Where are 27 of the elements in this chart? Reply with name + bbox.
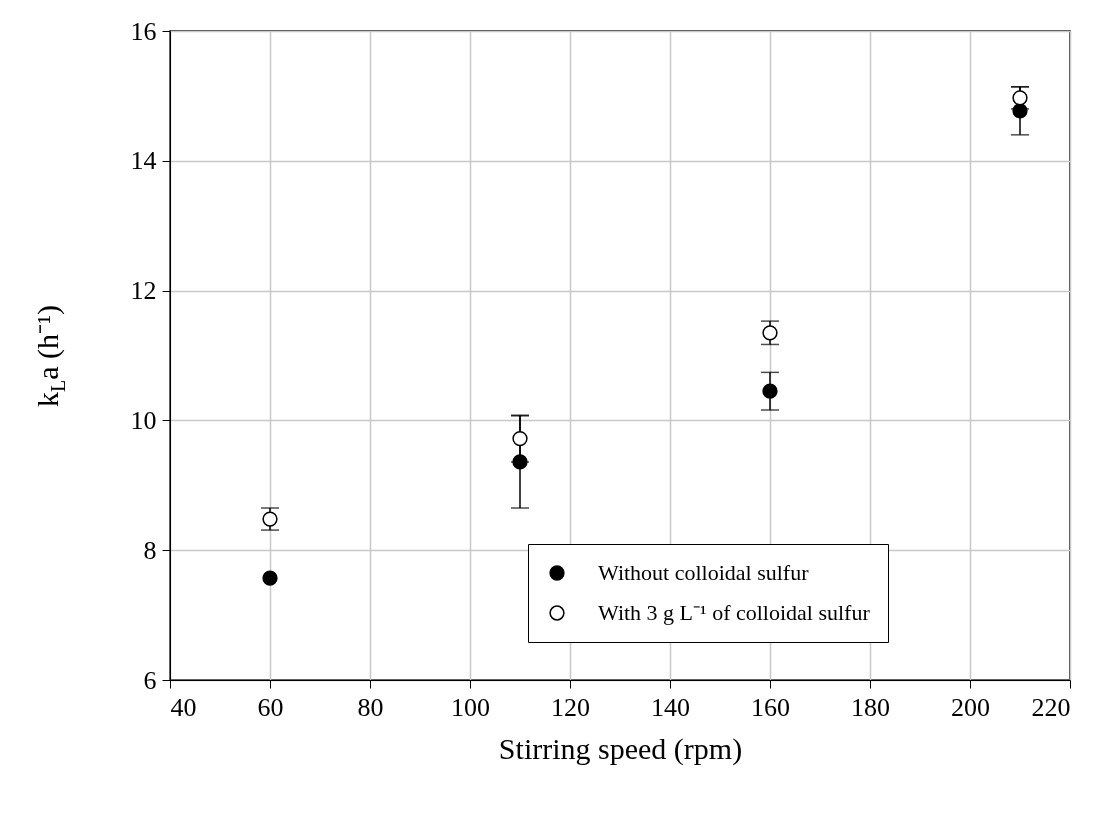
legend-label: With 3 g L⁻¹ of colloidal sulfur <box>598 600 871 625</box>
point <box>1012 90 1028 106</box>
y-tick-label: 12 <box>130 276 157 306</box>
x-tick-label: 140 <box>651 692 690 722</box>
y-tick-label: 8 <box>143 535 157 565</box>
point <box>762 325 778 341</box>
x-axis-title: Stirring speed (rpm) <box>498 731 743 766</box>
y-tick-label: 16 <box>130 16 157 46</box>
x-tick-label: 100 <box>451 692 490 722</box>
point <box>262 570 278 586</box>
point <box>512 454 528 470</box>
x-tick-label: 180 <box>851 692 890 722</box>
point <box>762 383 778 399</box>
x-tick-label: 220 <box>1031 692 1071 722</box>
point <box>512 430 528 447</box>
y-tick-label: 14 <box>130 146 157 176</box>
x-tick-label: 200 <box>951 692 990 722</box>
point <box>262 511 278 527</box>
x-tick-label: 160 <box>751 692 790 722</box>
point <box>1012 103 1028 119</box>
x-tick-label: 120 <box>551 692 590 722</box>
legend-label: Without colloidal sulfur <box>598 560 810 585</box>
x-tick-label: 80 <box>357 692 384 722</box>
y-tick-label: 10 <box>130 405 157 435</box>
x-tick-label: 40 <box>170 692 197 722</box>
y-tick-label: 6 <box>143 665 157 695</box>
x-tick-label: 60 <box>257 692 284 722</box>
